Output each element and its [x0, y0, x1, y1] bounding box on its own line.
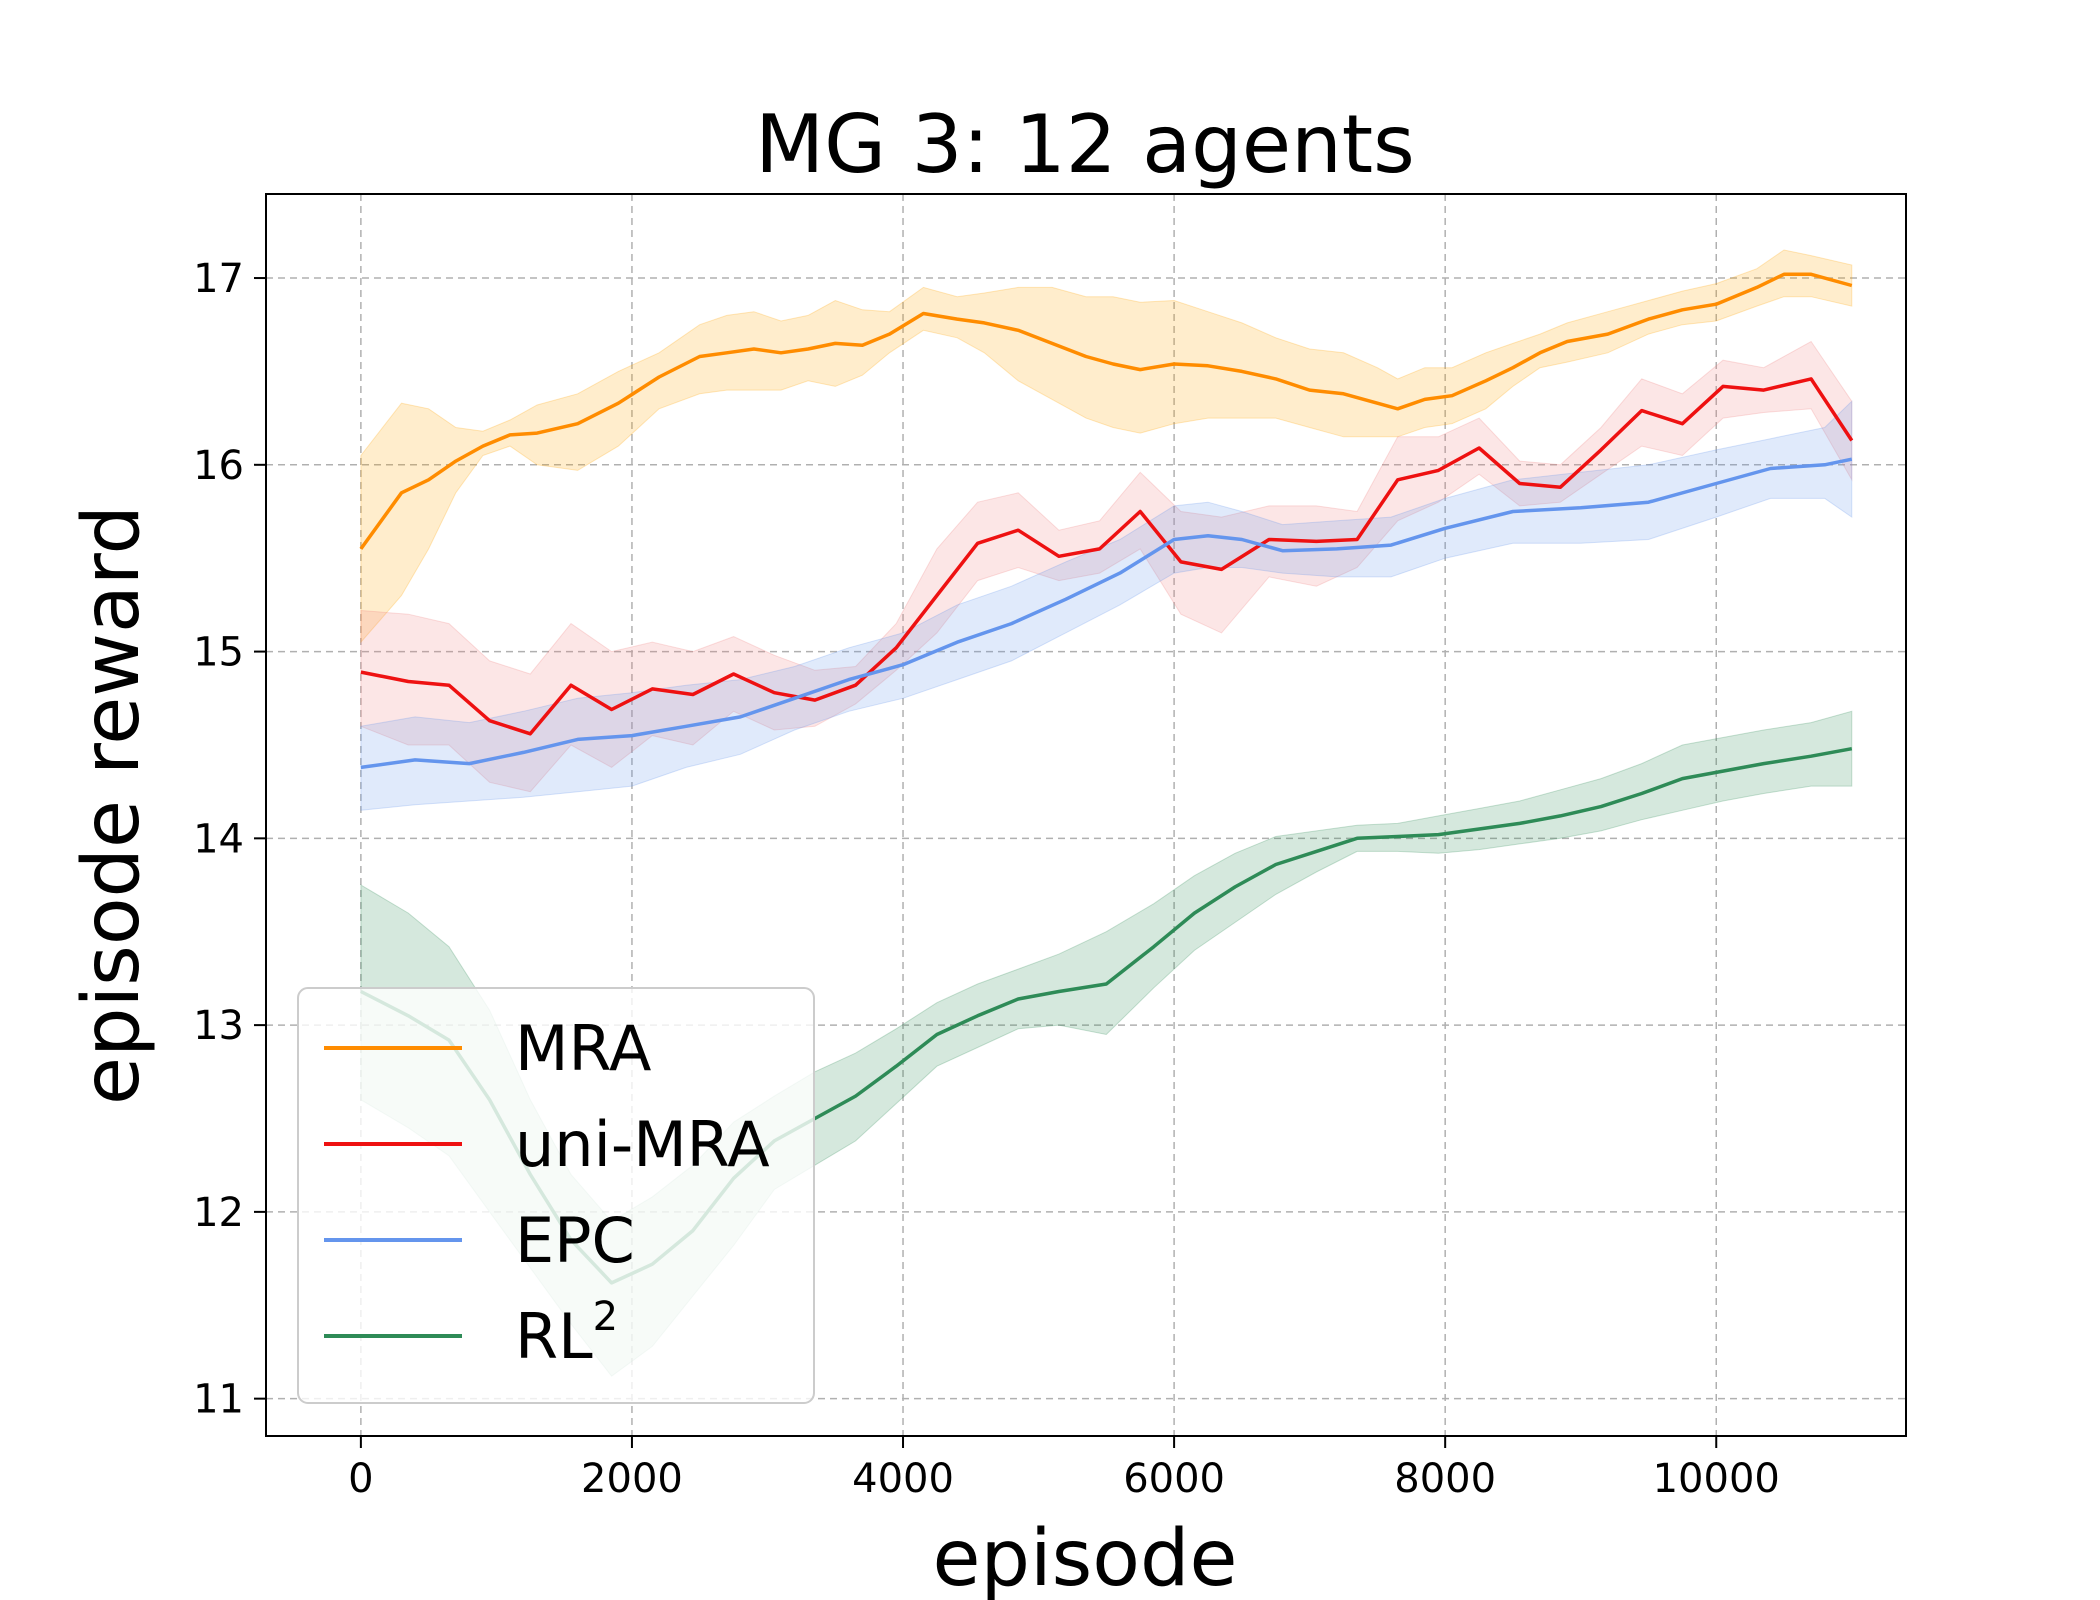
x-tick-label: 6000 [1123, 1456, 1225, 1502]
chart-title: MG 3: 12 agents [755, 98, 1415, 191]
x-tick-label: 0 [348, 1456, 373, 1502]
y-tick-label: 14 [193, 816, 244, 862]
band-mra [360, 249, 1853, 644]
y-tick-label: 16 [193, 443, 244, 489]
band-uni-mra [360, 340, 1853, 793]
series-line-uni-mra [360, 377, 1854, 736]
legend-label-text: EPC [515, 1204, 635, 1277]
y-tick-label: 11 [193, 1377, 244, 1423]
y-axis-label: episode reward [67, 505, 157, 1105]
band-epc [360, 400, 1853, 811]
axis-ticks: 0 2000 4000 6000 8000 10000 11 12 13 14 15 16 17 [193, 256, 1780, 1502]
x-tick-label: 2000 [581, 1456, 683, 1502]
x-axis-label: episode [932, 1514, 1237, 1600]
legend-label-text: uni-MRA [515, 1108, 770, 1181]
x-tick-label: 10000 [1653, 1456, 1780, 1502]
series-line-epc [360, 457, 1853, 770]
x-tick-label: 4000 [852, 1456, 954, 1502]
plot-frame [265, 193, 1907, 1437]
y-tick-label: 13 [193, 1003, 244, 1049]
y-tick-label: 17 [193, 256, 244, 302]
x-tick-label: 8000 [1394, 1456, 1496, 1502]
y-tick-label: 12 [193, 1190, 244, 1236]
legend-label-superscript: 2 [593, 1294, 618, 1340]
legend: MRA uni-MRA EPC RL2 [297, 987, 815, 1404]
legend-label: MRA [515, 1012, 651, 1085]
legend-entries: MRA uni-MRA EPC RL2 [324, 1012, 770, 1373]
legend-label-text: RL [515, 1300, 593, 1373]
y-tick-label: 15 [193, 630, 244, 676]
legend-label-text: MRA [515, 1012, 651, 1085]
legend-label: EPC [515, 1204, 635, 1277]
series-line-mra [359, 272, 1853, 550]
legend-label: uni-MRA [515, 1108, 770, 1181]
legend-box [297, 987, 815, 1404]
legend-label: RL2 [515, 1294, 618, 1373]
